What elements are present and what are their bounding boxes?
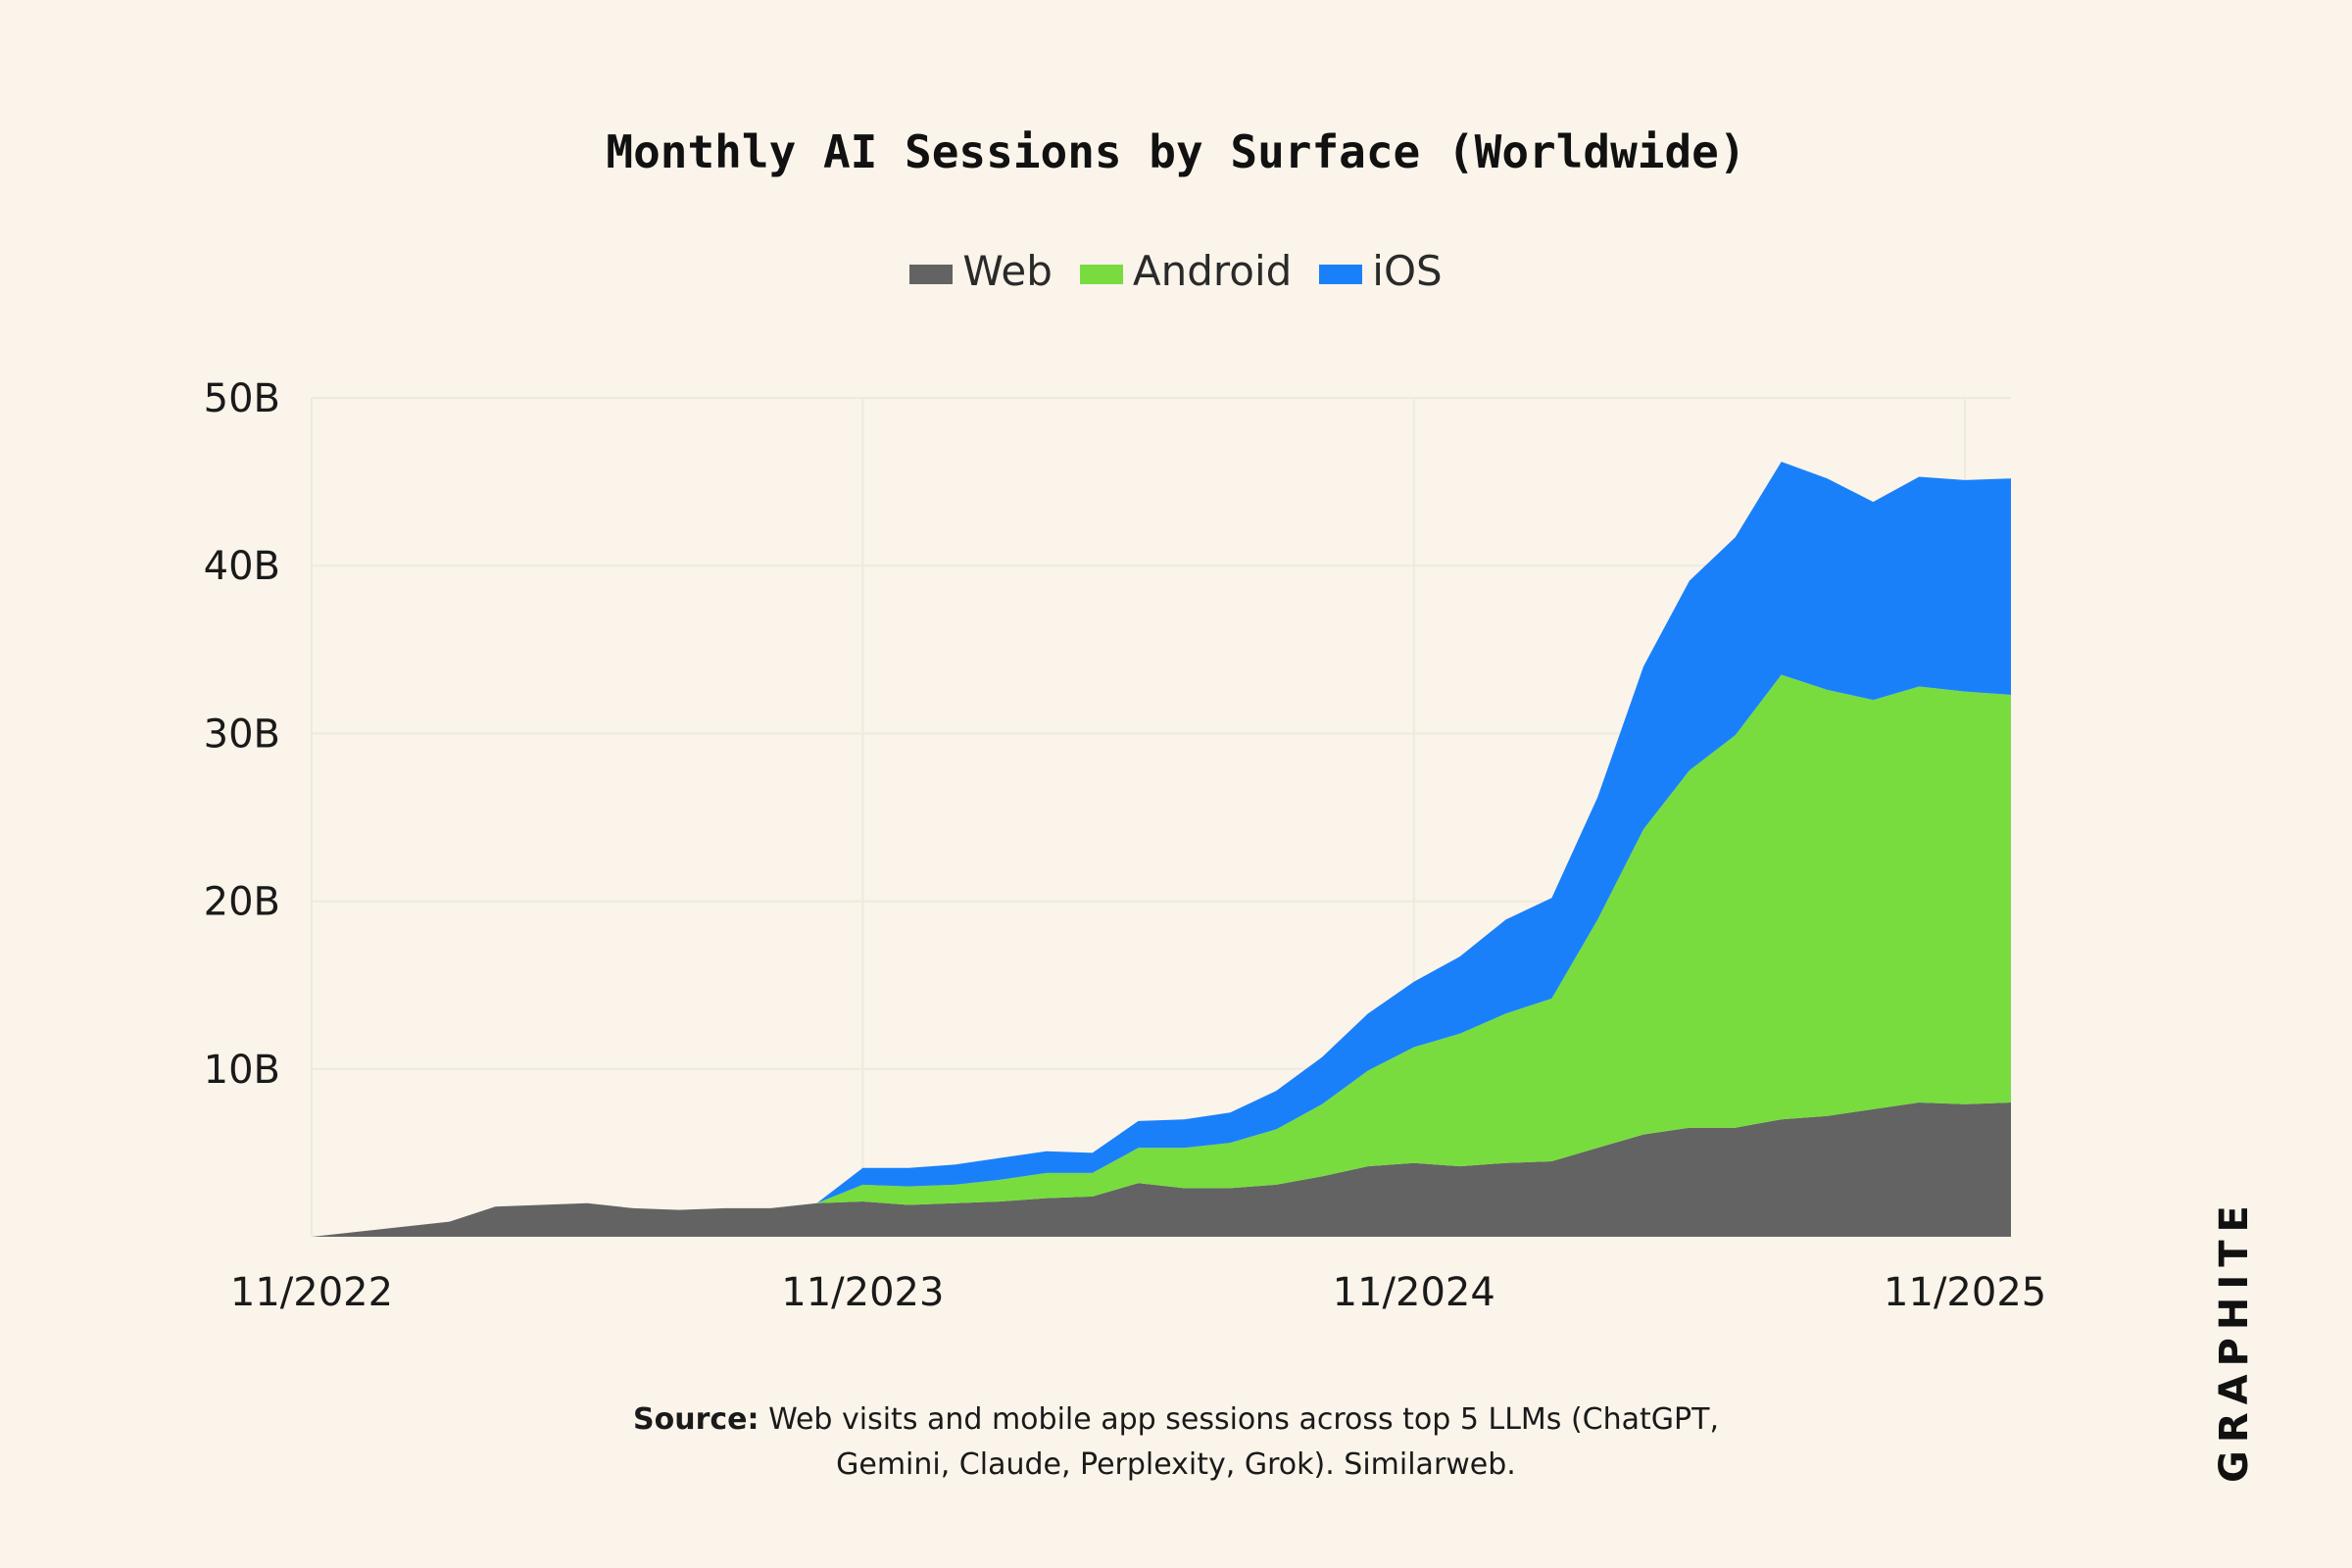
y-tick-label: 40B (204, 544, 280, 589)
x-axis: 11/2022 11/2023 11/2024 11/2025 (230, 1270, 2046, 1315)
chart-legend: Web Android iOS (0, 247, 2352, 295)
chart-title: Monthly AI Sessions by Surface (Worldwid… (606, 125, 1746, 178)
legend-item-android: Android (1079, 247, 1293, 295)
graphite-logo: GRAPHITE (2212, 1198, 2257, 1483)
source-note: Source: Web visits and mobile app sessio… (0, 1397, 2352, 1488)
y-tick-label: 50B (204, 376, 280, 421)
legend-swatch-web (909, 264, 954, 284)
y-tick-label: 30B (204, 711, 280, 757)
area-android (312, 674, 2011, 1237)
y-tick-label: 20B (204, 880, 280, 925)
legend-label-ios: iOS (1372, 247, 1443, 295)
area-ios (312, 462, 2011, 1238)
legend-item-web: Web (909, 247, 1053, 295)
x-tick-label: 11/2023 (781, 1270, 944, 1315)
x-tick-label: 11/2024 (1333, 1270, 1495, 1315)
y-axis: 10B 20B 30B 40B 50B (204, 376, 280, 1093)
chart-grid (311, 397, 2011, 1237)
legend-item-ios: iOS (1319, 247, 1443, 295)
legend-swatch-ios (1319, 264, 1363, 284)
x-tick-label: 11/2025 (1884, 1270, 2046, 1315)
source-text: Web visits and mobile app sessions acros… (768, 1402, 1719, 1437)
legend-swatch-android (1079, 264, 1123, 284)
x-tick-label: 11/2022 (230, 1270, 393, 1315)
chart-areas (312, 462, 2011, 1238)
legend-label-android: Android (1132, 247, 1293, 295)
source-text-line2: Gemini, Claude, Perplexity, Grok). Simil… (836, 1447, 1516, 1482)
y-tick-label: 10B (204, 1048, 280, 1093)
area-web (312, 1102, 2011, 1237)
source-label: Source: (633, 1402, 760, 1437)
legend-label-web: Web (962, 247, 1053, 295)
